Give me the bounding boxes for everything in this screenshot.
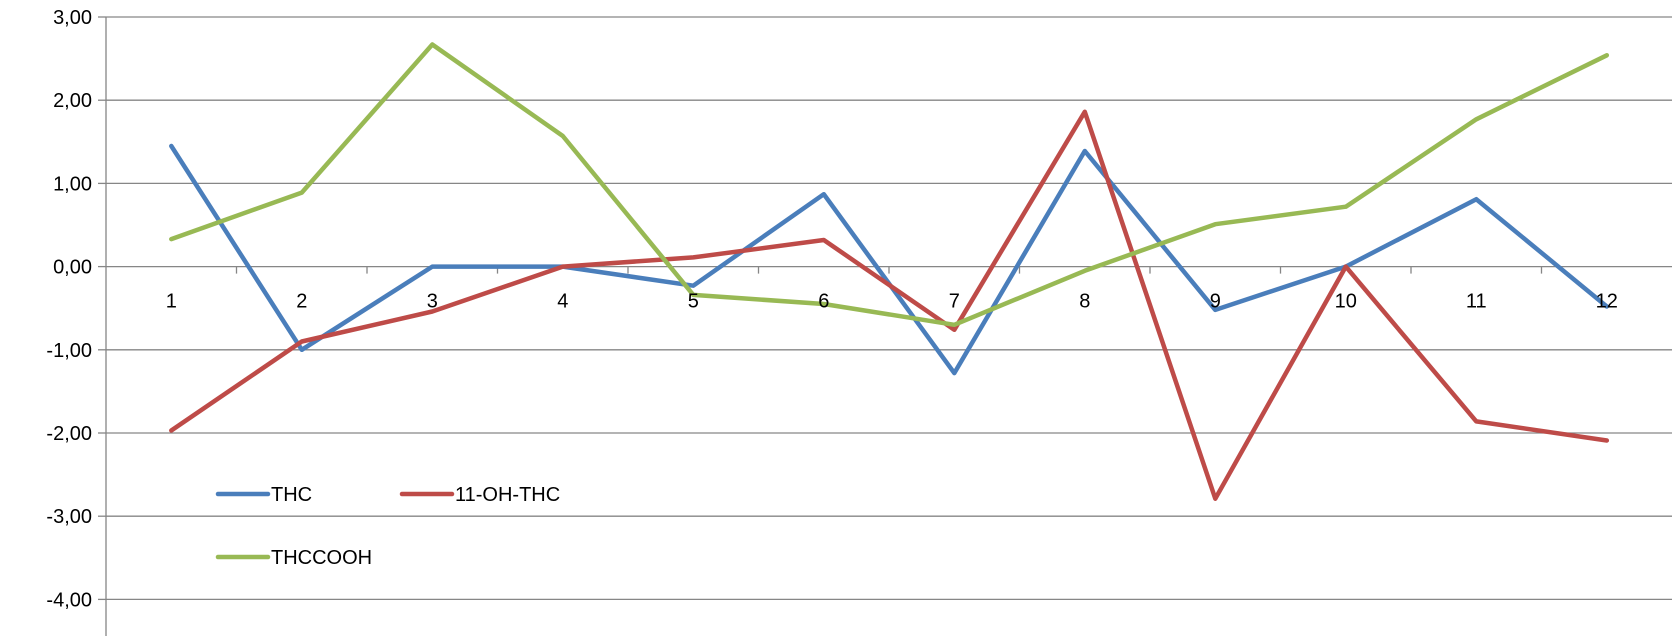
x-tick-label: 9 bbox=[1210, 291, 1221, 313]
legend-entry: THCCOOH bbox=[218, 547, 372, 569]
x-tick-label: 4 bbox=[557, 291, 568, 313]
x-tick-label: 2 bbox=[296, 291, 307, 313]
x-tick-label: 7 bbox=[949, 291, 960, 313]
x-tick-label: 10 bbox=[1335, 291, 1357, 313]
x-tick-label: 5 bbox=[688, 291, 699, 313]
x-tick-label: 8 bbox=[1079, 291, 1090, 313]
y-tick-label: 2,00 bbox=[53, 90, 92, 112]
y-tick-label: -3,00 bbox=[46, 506, 92, 528]
axes bbox=[98, 17, 1542, 636]
legend-label: THCCOOH bbox=[271, 547, 372, 569]
x-tick-label: 12 bbox=[1596, 291, 1618, 313]
y-tick-label: 0,00 bbox=[53, 257, 92, 279]
series-line-thc bbox=[171, 146, 1607, 373]
legend-entry: THC bbox=[218, 484, 312, 506]
x-tick-label: 11 bbox=[1466, 291, 1487, 313]
legend: THC 11-OH-THC THCCOOH bbox=[218, 484, 560, 569]
legend-label: 11-OH-THC bbox=[455, 484, 560, 506]
series-line-11-oh-thc bbox=[171, 112, 1607, 499]
legend-label: THC bbox=[271, 484, 312, 506]
y-tick-labels: 3,00 2,00 1,00 0,00 -1,00 -2,00 -3,00 -4,00 bbox=[46, 7, 92, 611]
y-tick-label: -4,00 bbox=[46, 589, 92, 611]
x-tick-label: 3 bbox=[427, 291, 438, 313]
y-tick-label: 1,00 bbox=[53, 173, 92, 195]
x-tick-label: 1 bbox=[166, 291, 177, 313]
legend-entry: 11-OH-THC bbox=[402, 484, 560, 506]
x-tick-labels: 1 2 3 4 5 6 7 8 9 10 11 12 bbox=[166, 291, 1618, 313]
gridlines bbox=[106, 17, 1672, 599]
x-tick-label: 6 bbox=[818, 291, 829, 313]
y-tick-label: -1,00 bbox=[46, 340, 92, 362]
y-tick-label: -2,00 bbox=[46, 423, 92, 445]
y-tick-label: 3,00 bbox=[53, 7, 92, 29]
